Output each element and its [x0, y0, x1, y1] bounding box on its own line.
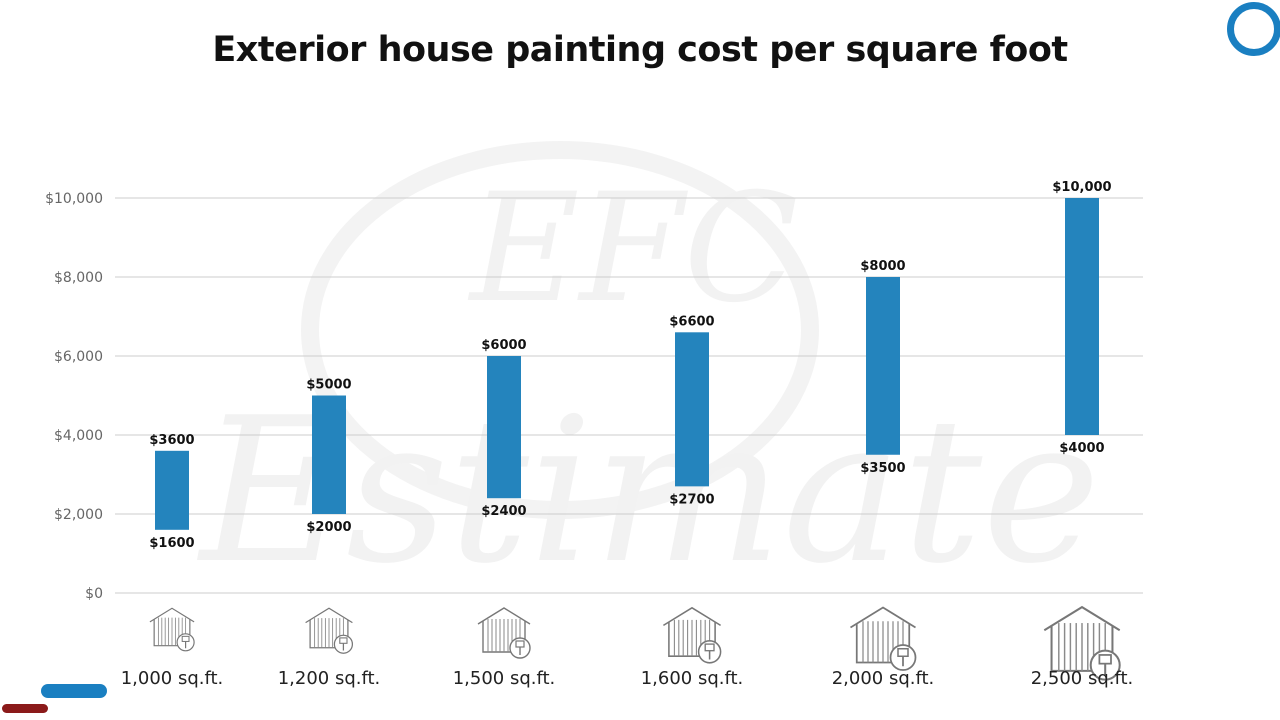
house-roof	[850, 606, 916, 629]
high-value-label: $6600	[669, 314, 714, 329]
low-value-label: $3500	[860, 461, 905, 476]
house-paint-icon	[850, 606, 917, 671]
gridlines	[115, 197, 1143, 594]
house-roof	[305, 607, 353, 624]
svg-text:Estimate: Estimate	[196, 375, 1101, 608]
range-bar	[487, 356, 521, 499]
svg-text:EFC: EFC	[467, 162, 798, 336]
range-bar	[675, 332, 709, 487]
y-tick-label: $6,000	[54, 349, 103, 365]
high-value-label: $5000	[306, 378, 351, 393]
house-roof	[662, 606, 722, 627]
category-label: 2,500 sq.ft.	[1031, 668, 1134, 689]
house-paint-icon	[305, 607, 354, 654]
range-bar	[1065, 198, 1099, 435]
high-value-label: $10,000	[1052, 180, 1111, 195]
low-value-label: $2700	[669, 492, 714, 507]
bars	[155, 198, 1099, 530]
low-value-label: $4000	[1059, 441, 1104, 456]
house-walls	[668, 622, 716, 657]
watermark-logo: EFC Estimate	[196, 141, 1101, 608]
high-value-label: $6000	[481, 338, 526, 353]
house-paint-icon	[1043, 605, 1121, 681]
range-bar	[312, 395, 346, 514]
accent-bar-red	[2, 704, 48, 713]
category-label: 1,200 sq.ft.	[278, 668, 381, 689]
high-value-label: $3600	[149, 433, 194, 448]
house-paint-icon	[477, 607, 531, 659]
house-paint-icon	[149, 607, 195, 652]
house-walls	[153, 619, 191, 647]
low-value-label: $2000	[306, 520, 351, 535]
y-axis-ticks: $0 $2,000 $4,000 $6,000 $8,000 $10,000	[45, 191, 103, 602]
y-tick-label: $10,000	[45, 191, 103, 207]
data-labels: $3600 $1600 $5000 $2000 $6000 $2400 $6600 $2700…	[149, 180, 1111, 551]
range-bar	[155, 450, 189, 530]
category-labels: 1,000 sq.ft. 1,200 sq.ft. 1,500 sq.ft. 1,60…	[121, 668, 1134, 689]
house-roof	[477, 607, 531, 625]
brush-head	[339, 637, 348, 644]
high-value-label: $8000	[860, 259, 905, 274]
category-label: 1,000 sq.ft.	[121, 668, 224, 689]
low-value-label: $1600	[149, 536, 194, 551]
house-roof	[149, 607, 195, 623]
house-paint-icon	[662, 606, 722, 664]
y-tick-label: $0	[85, 586, 103, 602]
house-roof	[1043, 605, 1121, 632]
y-tick-label: $2,000	[54, 507, 103, 523]
house-walls	[1050, 625, 1114, 672]
category-label: 1,500 sq.ft.	[453, 668, 556, 689]
accent-bar-blue	[41, 684, 107, 698]
y-tick-label: $8,000	[54, 270, 103, 286]
chart-title: Exterior house painting cost per square …	[212, 30, 1068, 70]
ring-logo-icon	[1227, 2, 1280, 56]
range-bar	[866, 277, 900, 455]
category-label: 2,000 sq.ft.	[832, 668, 935, 689]
y-tick-label: $4,000	[54, 428, 103, 444]
category-label: 1,600 sq.ft.	[641, 668, 744, 689]
category-icons	[149, 605, 1121, 681]
low-value-label: $2400	[481, 504, 526, 519]
